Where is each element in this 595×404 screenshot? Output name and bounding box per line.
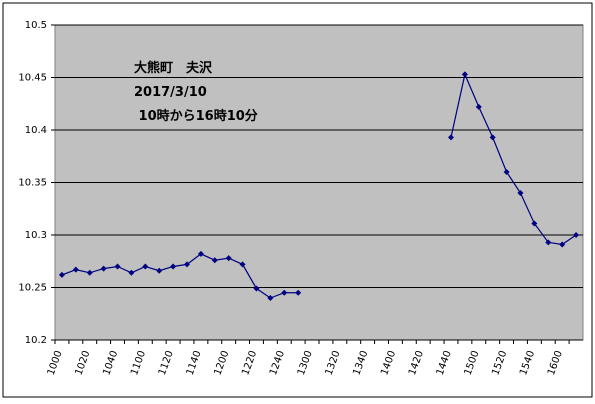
data-point [475,103,482,110]
annotation: 10時から16時10分 [134,108,258,124]
data-point [197,250,204,257]
data-point [489,134,496,141]
data-point [142,263,149,270]
data-point [448,134,454,141]
data-point [58,271,65,278]
data-point [461,71,468,78]
data-point [114,263,121,270]
y-tick-label: 10.35 [18,178,47,189]
data-point [517,190,524,196]
data-point [559,241,566,248]
data-point [211,257,218,264]
data-point [239,261,246,268]
data-point [295,289,302,296]
y-tick-label: 10.4 [25,125,47,136]
data-point [531,220,538,227]
data-point [267,295,274,301]
series-line [61,72,577,299]
annotation: 大熊町 夫沢 [134,60,213,76]
y-tick-label: 10.45 [18,73,47,84]
data-point [225,255,232,262]
data-point [281,289,288,296]
data-point [545,239,552,246]
data-point [170,263,177,270]
data-point [156,267,163,274]
annotation: 2017/3/10 [134,85,207,100]
data-point [72,266,79,273]
data-point [184,261,190,268]
y-tick-label: 10.2 [25,335,47,346]
data-point [503,169,510,175]
data-point [100,265,107,272]
data-point [253,285,260,292]
y-tick-label: 10.5 [25,20,47,31]
y-tick-label: 10.3 [25,230,47,241]
data-point [86,269,93,276]
data-point [573,232,580,238]
y-tick-label: 10.25 [18,283,47,294]
data-point [128,269,135,276]
